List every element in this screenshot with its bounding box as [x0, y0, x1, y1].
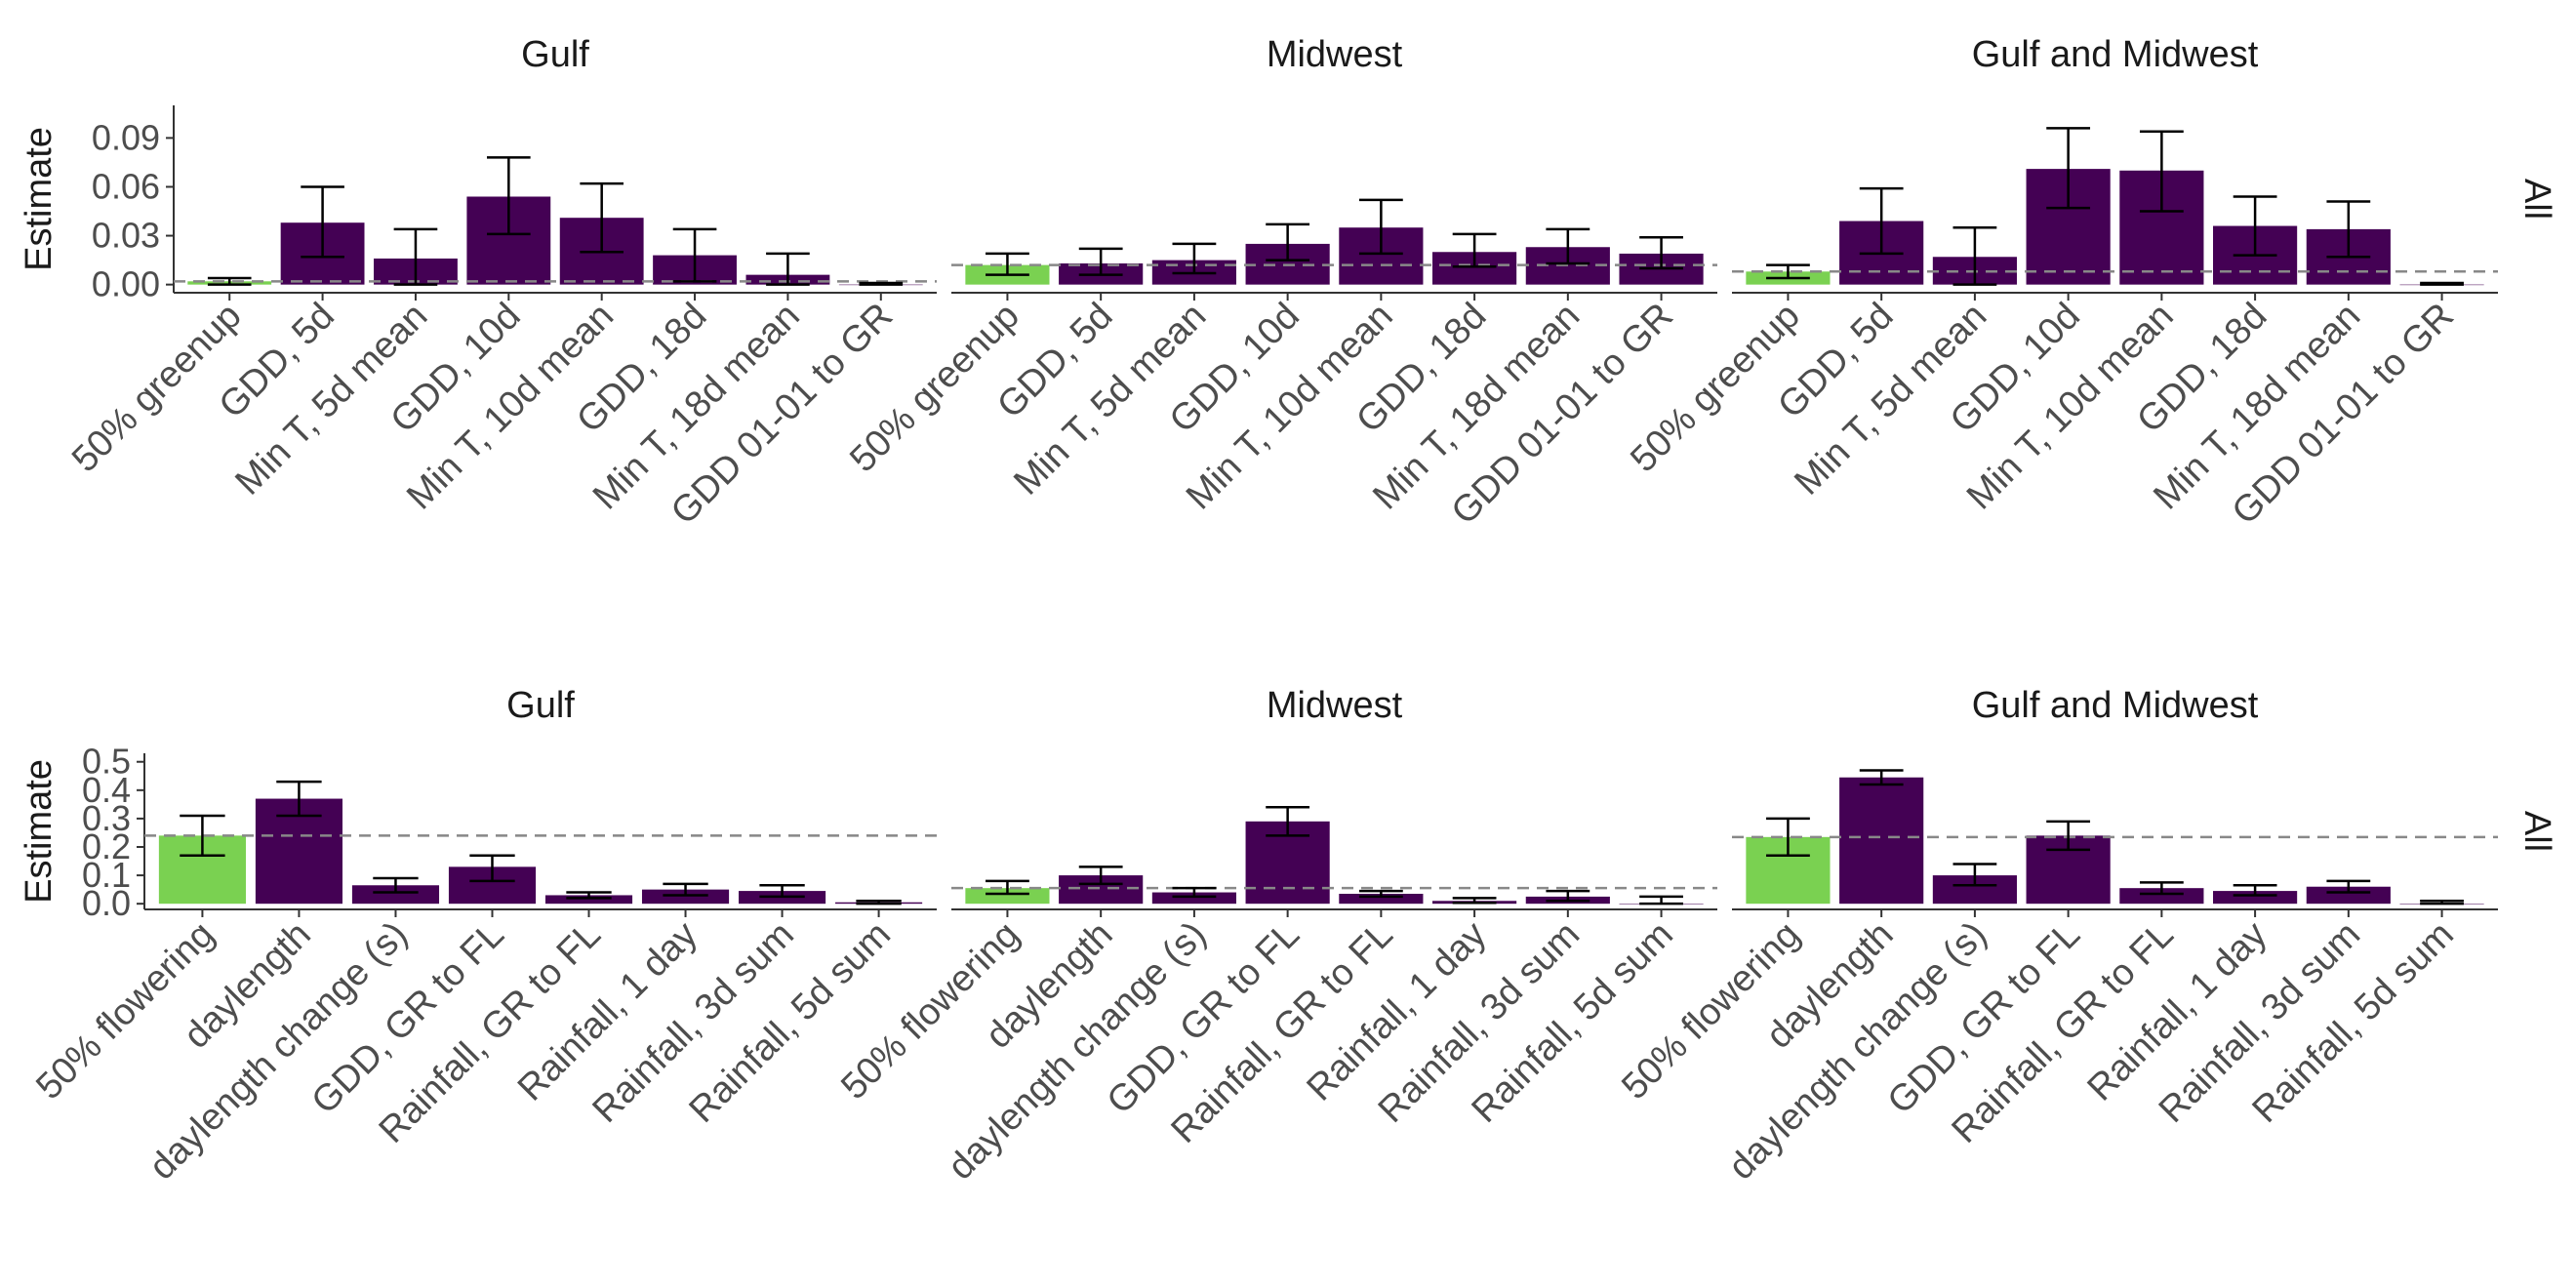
error-bar: [2233, 884, 2277, 897]
error-bar: [2326, 200, 2371, 259]
error-bar: [487, 156, 531, 236]
y-tick-label: 0.09: [92, 117, 160, 157]
bar: [544, 895, 633, 905]
error-bar: [1859, 769, 1904, 786]
error-bar: [859, 281, 904, 286]
bar: [641, 889, 730, 905]
bar: [351, 885, 440, 905]
panel-title: Gulf and Midwest: [1972, 34, 2259, 75]
error-bar: [1766, 817, 1810, 857]
y-tick-label: 0.2: [82, 826, 131, 866]
error-bar: [856, 900, 902, 906]
y-tick-label: 0.00: [92, 264, 160, 304]
error-bar: [1266, 222, 1310, 262]
error-bar: [1546, 889, 1590, 903]
error-bar: [1952, 225, 1997, 286]
error-bar: [986, 879, 1029, 896]
error-bar: [2046, 127, 2091, 210]
bar: [1839, 777, 1924, 905]
error-bar: [766, 252, 810, 286]
error-bar: [1358, 889, 1403, 899]
error-bar: [672, 227, 717, 283]
error-bar: [566, 891, 612, 900]
y-axis-title: Estimate: [19, 127, 60, 271]
error-bar: [759, 884, 805, 899]
error-bar: [1766, 263, 1810, 280]
error-bar: [2139, 881, 2184, 896]
facet-strip-label: All: [2516, 179, 2557, 220]
error-bar: [373, 876, 419, 894]
y-tick-label: 0.1: [82, 855, 131, 895]
error-bar: [1078, 865, 1123, 886]
y-axis-title: Estimate: [19, 759, 60, 904]
error-bar: [2326, 879, 2371, 894]
panel-title: Gulf: [521, 34, 589, 75]
error-bar: [180, 814, 225, 857]
error-bar: [1452, 232, 1497, 268]
y-tick-label: 0.0: [82, 883, 131, 923]
error-bar: [986, 252, 1029, 276]
error-bar: [1952, 863, 1997, 887]
error-bar: [580, 181, 624, 254]
facet-strip-label: All: [2516, 811, 2557, 852]
y-tick-label: 0.5: [82, 742, 131, 782]
error-bar: [1358, 198, 1403, 256]
bar: [1151, 892, 1236, 905]
bar: [1339, 894, 1424, 905]
error-bar: [2233, 195, 2277, 257]
error-bar: [1266, 806, 1310, 837]
error-bar: [663, 882, 708, 897]
panel-title: Midwest: [1267, 34, 1403, 75]
error-bar: [301, 185, 344, 259]
bar: [965, 888, 1050, 905]
y-tick-label: 0.4: [82, 770, 131, 810]
error-bar: [1859, 186, 1904, 256]
panel-title: Gulf and Midwest: [1972, 685, 2259, 726]
error-bar: [393, 227, 438, 286]
error-bar: [1172, 242, 1217, 275]
bar: [2119, 888, 2204, 905]
error-bar: [1546, 227, 1590, 265]
error-bar: [1078, 247, 1123, 276]
error-bar: [276, 780, 322, 818]
y-tick-label: 0.06: [92, 166, 160, 206]
panel-title: Midwest: [1267, 685, 1403, 726]
error-bar: [2046, 820, 2091, 852]
error-bar: [2420, 281, 2464, 286]
error-bar: [207, 276, 252, 286]
error-bar: [469, 854, 515, 883]
y-tick-label: 0.03: [92, 216, 160, 256]
y-tick-label: 0.3: [82, 798, 131, 838]
error-bar: [1639, 235, 1683, 270]
error-bar: [2139, 130, 2184, 213]
error-bar: [1172, 886, 1217, 899]
panel-title: Gulf: [506, 685, 575, 726]
bar: [2306, 886, 2391, 905]
error-bar: [1452, 897, 1497, 905]
error-bar: [1639, 895, 1683, 906]
error-bar: [2420, 900, 2464, 906]
